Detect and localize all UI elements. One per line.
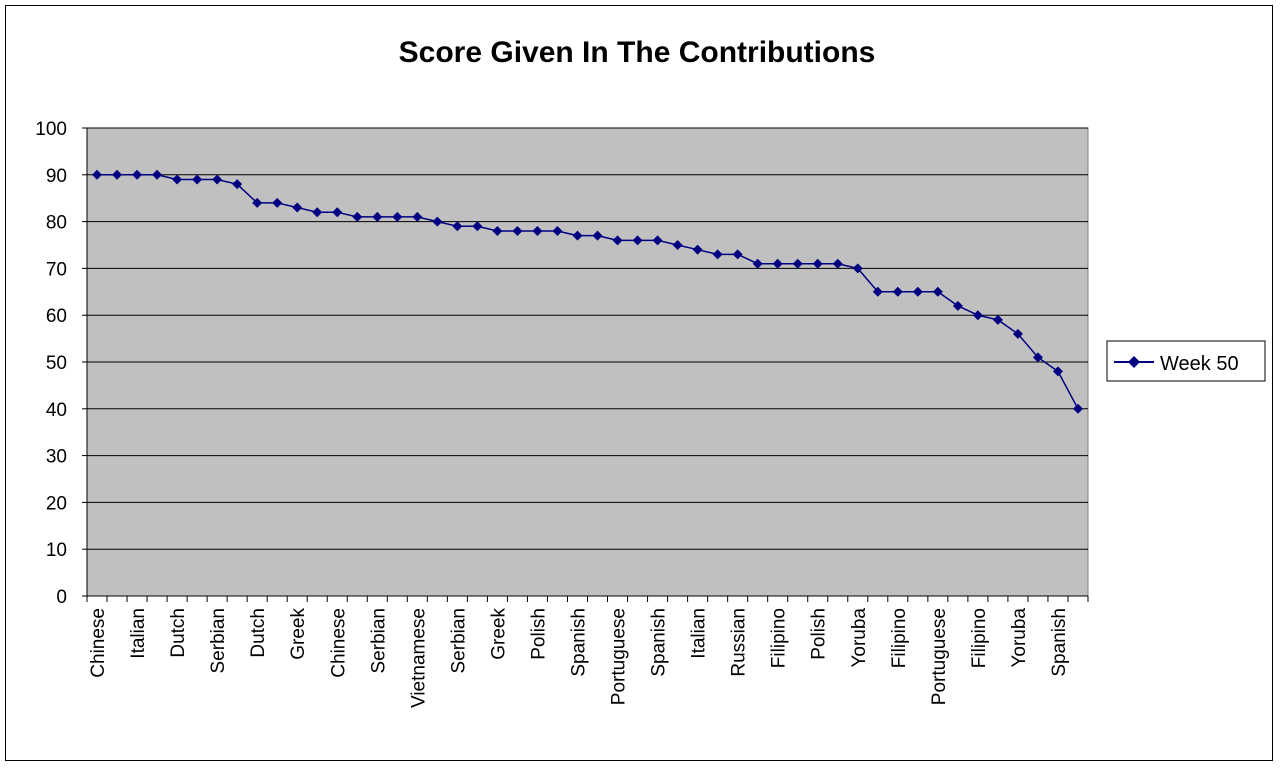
x-tick-label: Spanish bbox=[649, 608, 670, 677]
y-tick-label: 50 bbox=[46, 353, 67, 374]
data-point bbox=[672, 240, 683, 250]
chart-frame bbox=[5, 5, 1273, 761]
x-tick-label: Spanish bbox=[1049, 608, 1070, 677]
y-tick-label: 70 bbox=[46, 259, 67, 280]
data-point bbox=[352, 211, 363, 222]
data-point bbox=[892, 286, 903, 297]
data-point bbox=[872, 286, 883, 297]
data-point bbox=[1032, 352, 1043, 363]
data-point bbox=[552, 225, 563, 236]
x-tick-label: Serbian bbox=[448, 608, 469, 674]
x-tick-label: Dutch bbox=[168, 608, 189, 658]
data-point bbox=[192, 174, 203, 185]
data-point bbox=[172, 174, 183, 185]
data-point bbox=[612, 235, 623, 246]
y-tick-label: 60 bbox=[46, 306, 67, 327]
data-point bbox=[372, 211, 383, 222]
data-point bbox=[932, 286, 943, 297]
data-point bbox=[652, 235, 663, 246]
chart-title: Score Given In The Contributions bbox=[399, 36, 876, 69]
data-point bbox=[432, 216, 443, 227]
gridlines bbox=[87, 127, 1088, 550]
y-tick-label: 0 bbox=[56, 587, 67, 608]
x-tick-label: Russian bbox=[729, 608, 750, 677]
x-tick-label: Greek bbox=[488, 608, 509, 660]
x-tick-label: Chinese bbox=[328, 608, 349, 678]
data-point bbox=[332, 207, 343, 218]
data-point bbox=[1072, 403, 1083, 414]
series-week-50 bbox=[92, 169, 1083, 414]
x-tick-label: Vietnamese bbox=[408, 608, 429, 708]
y-tick-label: 80 bbox=[46, 213, 67, 234]
data-point bbox=[712, 249, 723, 260]
y-tick-label: 40 bbox=[46, 400, 67, 421]
legend-marker bbox=[1128, 356, 1140, 368]
data-point bbox=[992, 314, 1003, 325]
y-tick-label: 30 bbox=[46, 447, 67, 468]
x-tick-label: Serbian bbox=[368, 608, 389, 674]
data-point bbox=[792, 258, 803, 269]
data-point bbox=[472, 221, 483, 232]
data-point bbox=[452, 221, 463, 232]
x-tick-label: Filipino bbox=[969, 608, 990, 668]
axes bbox=[82, 127, 1089, 602]
legend-label: Week 50 bbox=[1160, 353, 1239, 375]
data-point bbox=[1012, 328, 1023, 339]
x-tick-label: Portuguese bbox=[929, 608, 950, 705]
data-point bbox=[412, 211, 423, 222]
x-tick-label: Italian bbox=[128, 608, 149, 659]
data-point bbox=[972, 310, 983, 321]
y-tick-label: 100 bbox=[35, 119, 67, 140]
data-point bbox=[292, 202, 303, 213]
data-point bbox=[852, 263, 863, 274]
legend: Week 50 bbox=[1106, 340, 1266, 382]
y-tick-label: 90 bbox=[46, 166, 67, 187]
x-tick-label: Yoruba bbox=[1009, 608, 1030, 668]
data-point bbox=[692, 244, 703, 255]
data-point bbox=[392, 211, 403, 222]
x-tick-label: Spanish bbox=[568, 608, 589, 677]
data-point bbox=[212, 174, 223, 185]
data-point bbox=[952, 300, 963, 311]
data-point bbox=[732, 249, 743, 260]
data-point bbox=[752, 258, 763, 269]
y-axis-tick-labels: 0 10 20 30 40 50 60 70 80 90 100 bbox=[35, 119, 67, 608]
x-tick-label: Polish bbox=[809, 608, 830, 660]
x-axis-tick-labels: Chinese Italian Dutch Serbian Dutch Greek Chin… bbox=[88, 608, 1070, 708]
data-point bbox=[632, 235, 643, 246]
x-tick-label: Dutch bbox=[248, 608, 269, 658]
data-point bbox=[1052, 366, 1063, 377]
x-tick-label: Chinese bbox=[88, 608, 109, 678]
data-point bbox=[812, 258, 823, 269]
data-point bbox=[152, 169, 163, 180]
data-point bbox=[592, 230, 603, 241]
data-point bbox=[492, 225, 503, 236]
x-tick-label: Yoruba bbox=[849, 608, 870, 668]
data-point bbox=[772, 258, 783, 269]
data-point bbox=[252, 197, 263, 208]
x-tick-label: Polish bbox=[528, 608, 549, 660]
y-tick-label: 20 bbox=[46, 493, 67, 514]
data-point bbox=[92, 169, 103, 180]
x-tick-label: Portuguese bbox=[609, 608, 630, 705]
data-point bbox=[112, 169, 123, 180]
y-tick-label: 10 bbox=[46, 540, 67, 561]
x-tick-label: Serbian bbox=[208, 608, 229, 674]
data-point bbox=[572, 230, 583, 241]
data-point bbox=[232, 179, 243, 190]
x-tick-label: Greek bbox=[288, 608, 309, 660]
data-point bbox=[272, 197, 283, 208]
data-point bbox=[132, 169, 143, 180]
x-tick-label: Filipino bbox=[889, 608, 910, 668]
x-tick-label: Italian bbox=[689, 608, 710, 659]
x-tick-label: Filipino bbox=[769, 608, 790, 668]
data-point bbox=[532, 225, 543, 236]
data-point bbox=[512, 225, 523, 236]
data-point bbox=[832, 258, 843, 269]
data-point bbox=[312, 207, 323, 218]
data-point bbox=[912, 286, 923, 297]
